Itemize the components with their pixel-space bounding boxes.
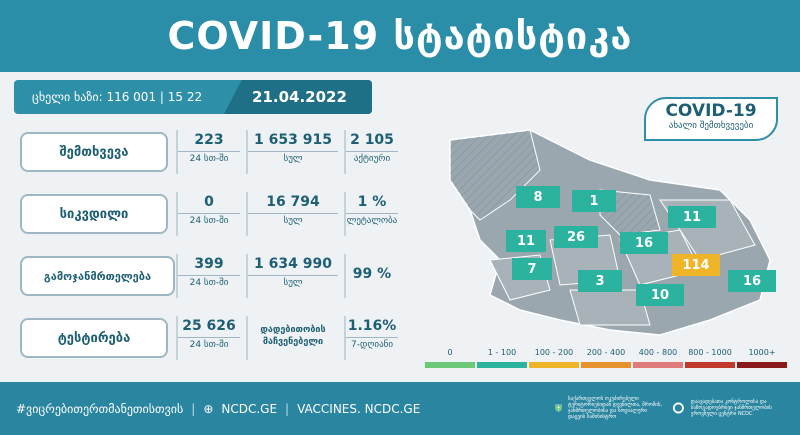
stat-cell-7day: 1.16% 7-დღიანი xyxy=(344,316,398,360)
globe-icon: ⊕ xyxy=(203,401,214,416)
stat-value: 1 % xyxy=(357,194,387,210)
region-callout: 1 xyxy=(572,190,616,212)
stat-caption: აქტიური xyxy=(346,151,398,164)
map-title: COVID-19 ახალი შემთხვევები xyxy=(644,97,778,141)
stat-label: სიკვდილი xyxy=(20,194,168,234)
legend-item: 100 - 200 xyxy=(529,348,579,368)
stat-caption: 24 სთ-ში xyxy=(178,151,240,164)
region-callout: 8 xyxy=(516,186,560,208)
legend-item: 1000+ xyxy=(737,348,787,368)
region-callout: 16 xyxy=(728,270,776,292)
stat-value: 399 xyxy=(194,256,224,272)
separator: | xyxy=(285,401,290,416)
page-title: COVID-19 სტატისტიკა xyxy=(167,14,633,58)
info-ribbon: ცხელი ხაზი: 116 001 | 15 22 21.04.2022 xyxy=(14,80,372,114)
stat-caption: სულ xyxy=(248,275,338,288)
stat-value: 99 % xyxy=(352,266,392,282)
stat-cell-total: 16 794 სულ xyxy=(246,192,338,236)
region-callout: 10 xyxy=(636,284,684,306)
ministry-logo: საქართველოს ოკუპირებული ტერიტორიებიდან დ… xyxy=(555,390,663,426)
region-callout: 11 xyxy=(506,230,546,252)
stat-caption: 24 სთ-ში xyxy=(178,337,240,350)
stat-cell-24h: 25 626 24 სთ-ში xyxy=(176,316,240,360)
separator: | xyxy=(191,401,196,416)
hashtag: #ვიცრებითერთმანეთისთვის xyxy=(16,401,184,416)
map-legend: 0 1 - 100 100 - 200 200 - 400 400 - 800 … xyxy=(425,348,787,368)
map-title-main: COVID-19 xyxy=(665,101,757,121)
stat-caption: ლეტალობა xyxy=(346,213,398,226)
stat-label: ტესტირება xyxy=(20,318,168,358)
header: COVID-19 სტატისტიკა xyxy=(0,0,800,72)
stat-label: გამოჯანმრთელება xyxy=(20,256,175,296)
vaccines-link[interactable]: VACCINES. NCDC.GE xyxy=(297,401,421,416)
stat-value: 16 794 xyxy=(266,194,320,210)
stat-value: 223 xyxy=(194,132,224,148)
ncdc-emblem-icon xyxy=(672,402,684,414)
legend-item: 200 - 400 xyxy=(581,348,631,368)
stat-row-recovered: გამოჯანმრთელება 399 24 სთ-ში 1 634 990 ს… xyxy=(14,252,394,302)
stat-caption: სულ xyxy=(248,213,338,226)
ncdc-name: დაავადებათა კონტროლისა და საზოგადოებრივი… xyxy=(690,399,772,417)
stat-value: 1.16% xyxy=(347,318,397,334)
stat-cell-24h: 0 24 სთ-ში xyxy=(176,192,240,236)
stat-caption: 7-დღიანი xyxy=(346,337,398,350)
georgia-map xyxy=(410,120,790,344)
stat-cell-total: 1 634 990 სულ xyxy=(246,254,338,298)
legend-item: 0 xyxy=(425,348,475,368)
region-callout: 3 xyxy=(578,270,622,292)
stat-cell-recovery-rate: 99 % xyxy=(344,254,398,298)
legend-item: 800 - 1000 xyxy=(685,348,735,368)
stat-cell-positivity: დადებითობის მაჩვენებელი xyxy=(246,316,338,360)
region-callout: 114 xyxy=(672,254,720,276)
stat-row-deaths: სიკვდილი 0 24 სთ-ში 16 794 სულ 1 % ლეტალ… xyxy=(14,190,398,240)
stat-cell-24h: 223 24 სთ-ში xyxy=(176,130,240,174)
legend-item: 1 - 100 xyxy=(477,348,527,368)
region-callout: 11 xyxy=(668,206,716,228)
ministry-name: საქართველოს ოკუპირებული ტერიტორიებიდან დ… xyxy=(568,396,663,420)
region-callout: 16 xyxy=(620,232,668,254)
stat-cell-total: 1 653 915 სულ xyxy=(246,130,338,174)
map-occupied-abkhazia xyxy=(449,129,541,221)
stat-row-cases: შემთხვევა 223 24 სთ-ში 1 653 915 სულ 2 1… xyxy=(14,128,398,178)
stat-value: 1 653 915 xyxy=(254,132,332,148)
stat-cell-24h: 399 24 სთ-ში xyxy=(176,254,240,298)
hotline-text: ცხელი ხაზი: 116 001 | 15 22 xyxy=(32,90,203,104)
site-link[interactable]: NCDC.GE xyxy=(221,401,278,416)
stat-cell-active: 2 105 აქტიური xyxy=(344,130,398,174)
legend-item: 400 - 800 xyxy=(633,348,683,368)
stat-row-testing: ტესტირება 25 626 24 სთ-ში დადებითობის მა… xyxy=(14,314,398,364)
stat-cell-lethality: 1 % ლეტალობა xyxy=(344,192,398,236)
stat-caption: 24 სთ-ში xyxy=(178,275,240,288)
footer-links: #ვიცრებითერთმანეთისთვის | ⊕ NCDC.GE | VA… xyxy=(0,402,420,416)
ncdc-logo: დაავადებათა კონტროლისა და საზოგადოებრივი… xyxy=(672,390,792,426)
stat-value: დადებითობის მაჩვენებელი xyxy=(260,325,326,347)
stat-label: შემთხვევა xyxy=(20,132,168,172)
stat-caption: 24 სთ-ში xyxy=(178,213,240,226)
map-title-sub: ახალი შემთხვევები xyxy=(668,121,754,131)
stat-caption: სულ xyxy=(248,151,338,164)
region-callout: 26 xyxy=(554,226,598,248)
stat-value: 2 105 xyxy=(350,132,394,148)
ministry-emblem-icon xyxy=(555,404,562,412)
stat-value: 1 634 990 xyxy=(254,256,332,272)
region-callout: 7 xyxy=(512,258,552,280)
stat-value: 0 xyxy=(204,194,214,210)
footer: #ვიცრებითერთმანეთისთვის | ⊕ NCDC.GE | VA… xyxy=(0,382,800,435)
stat-value: 25 626 xyxy=(182,318,236,334)
report-date: 21.04.2022 xyxy=(224,80,372,114)
